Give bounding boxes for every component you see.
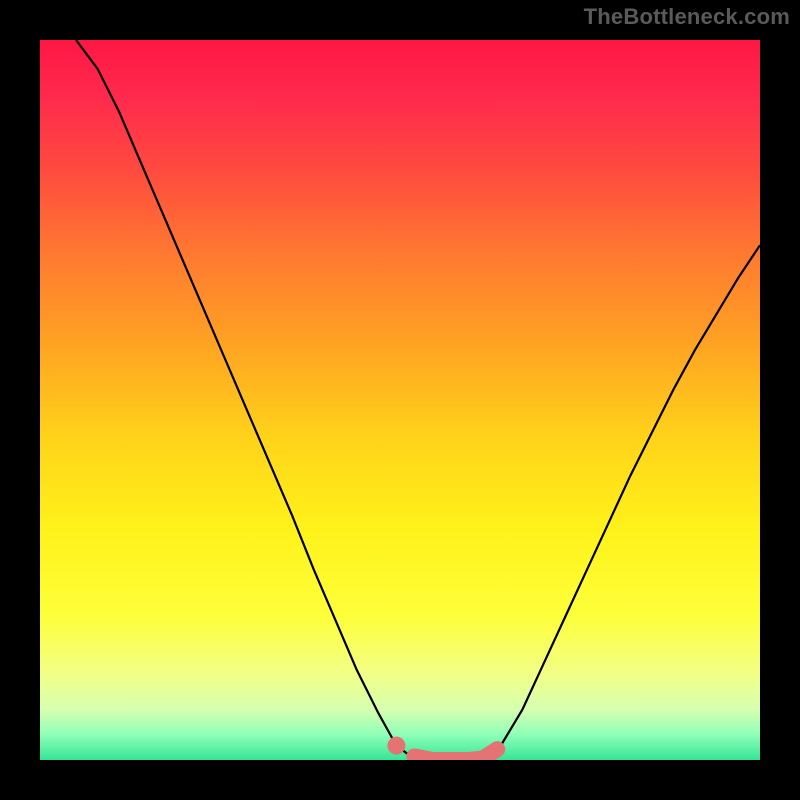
watermark-text: TheBottleneck.com — [584, 4, 790, 30]
bottleneck-chart: TheBottleneck.com — [0, 0, 800, 800]
chart-canvas — [0, 0, 800, 800]
